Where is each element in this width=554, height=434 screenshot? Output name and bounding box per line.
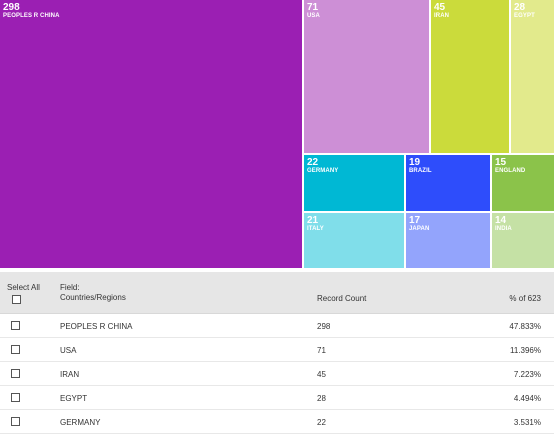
treemap-tile-india[interactable]: 14 INDIA — [492, 213, 554, 268]
tile-label: GERMANY — [307, 168, 339, 174]
tile-count: 28 — [514, 2, 526, 13]
tile-count: 298 — [3, 2, 20, 13]
treemap-tile-egypt[interactable]: 28 EGYPT — [511, 0, 554, 153]
treemap-tile-peoples-r-china[interactable]: 298 PEOPLES R CHINA — [0, 0, 302, 268]
tile-count: 71 — [307, 2, 319, 13]
treemap-tile-england[interactable]: 15 ENGLAND — [492, 155, 554, 211]
select-all-checkbox[interactable] — [12, 295, 21, 304]
tile-count: 21 — [307, 215, 319, 226]
row-percent: 7.223% — [513, 370, 541, 379]
row-count: 71 — [317, 346, 326, 355]
field-label: Field: — [60, 283, 80, 292]
results-table: Select All Field: Countries/Regions Reco… — [0, 272, 554, 434]
row-percent: 4.494% — [513, 394, 541, 403]
treemap-tile-germany[interactable]: 22 GERMANY — [304, 155, 404, 211]
row-percent: 47.833% — [509, 322, 541, 331]
tile-count: 19 — [409, 157, 421, 168]
tile-label: PEOPLES R CHINA — [3, 13, 60, 19]
treemap-tile-japan[interactable]: 17 JAPAN — [406, 213, 490, 268]
percent-header[interactable]: % of 623 — [509, 294, 541, 303]
tile-label: ENGLAND — [495, 168, 526, 174]
row-name: GERMANY — [60, 418, 101, 427]
row-name: PEOPLES R CHINA — [60, 322, 133, 331]
treemap-tile-italy[interactable]: 21 ITALY — [304, 213, 404, 268]
field-name: Countries/Regions — [60, 293, 126, 302]
treemap-tile-brazil[interactable]: 19 BRAZIL — [406, 155, 490, 211]
row-name: IRAN — [60, 370, 80, 379]
tile-label: ITALY — [307, 226, 324, 232]
table-row: IRAN 45 7.223% — [0, 362, 554, 386]
row-name: EGYPT — [60, 394, 88, 403]
tile-label: IRAN — [434, 13, 450, 19]
table-row: USA 71 11.396% — [0, 338, 554, 362]
row-checkbox[interactable] — [11, 345, 20, 354]
treemap-tile-usa[interactable]: 71 USA — [304, 0, 429, 153]
tile-label: USA — [307, 13, 320, 19]
select-all-label: Select All — [7, 283, 40, 292]
row-count: 45 — [317, 370, 326, 379]
treemap-tile-iran[interactable]: 45 IRAN — [431, 0, 509, 153]
tile-label: EGYPT — [514, 13, 535, 19]
tile-count: 15 — [495, 157, 507, 168]
tile-label: JAPAN — [409, 226, 430, 232]
row-count: 298 — [317, 322, 331, 331]
record-count-header[interactable]: Record Count — [317, 294, 367, 303]
table-row: PEOPLES R CHINA 298 47.833% — [0, 314, 554, 338]
tile-count: 14 — [495, 215, 507, 226]
select-all: Select All — [7, 283, 40, 304]
row-percent: 3.531% — [513, 418, 541, 427]
table-row: GERMANY 22 3.531% — [0, 410, 554, 434]
tile-label: INDIA — [495, 226, 512, 232]
tile-count: 22 — [307, 157, 319, 168]
row-checkbox[interactable] — [11, 393, 20, 402]
field-header: Field: Countries/Regions — [60, 283, 126, 303]
row-percent: 11.396% — [510, 346, 541, 355]
row-count: 28 — [317, 394, 326, 403]
tile-count: 45 — [434, 2, 446, 13]
row-name: USA — [60, 346, 77, 355]
row-checkbox[interactable] — [11, 321, 20, 330]
table-header: Select All Field: Countries/Regions Reco… — [0, 272, 554, 314]
table-row: EGYPT 28 4.494% — [0, 386, 554, 410]
tile-label: BRAZIL — [409, 168, 432, 174]
row-checkbox[interactable] — [11, 417, 20, 426]
row-checkbox[interactable] — [11, 369, 20, 378]
treemap-chart: 298 PEOPLES R CHINA 71 USA 45 IRAN 28 EGYPT 22 GE… — [0, 0, 554, 268]
row-count: 22 — [317, 418, 326, 427]
tile-count: 17 — [409, 215, 421, 226]
